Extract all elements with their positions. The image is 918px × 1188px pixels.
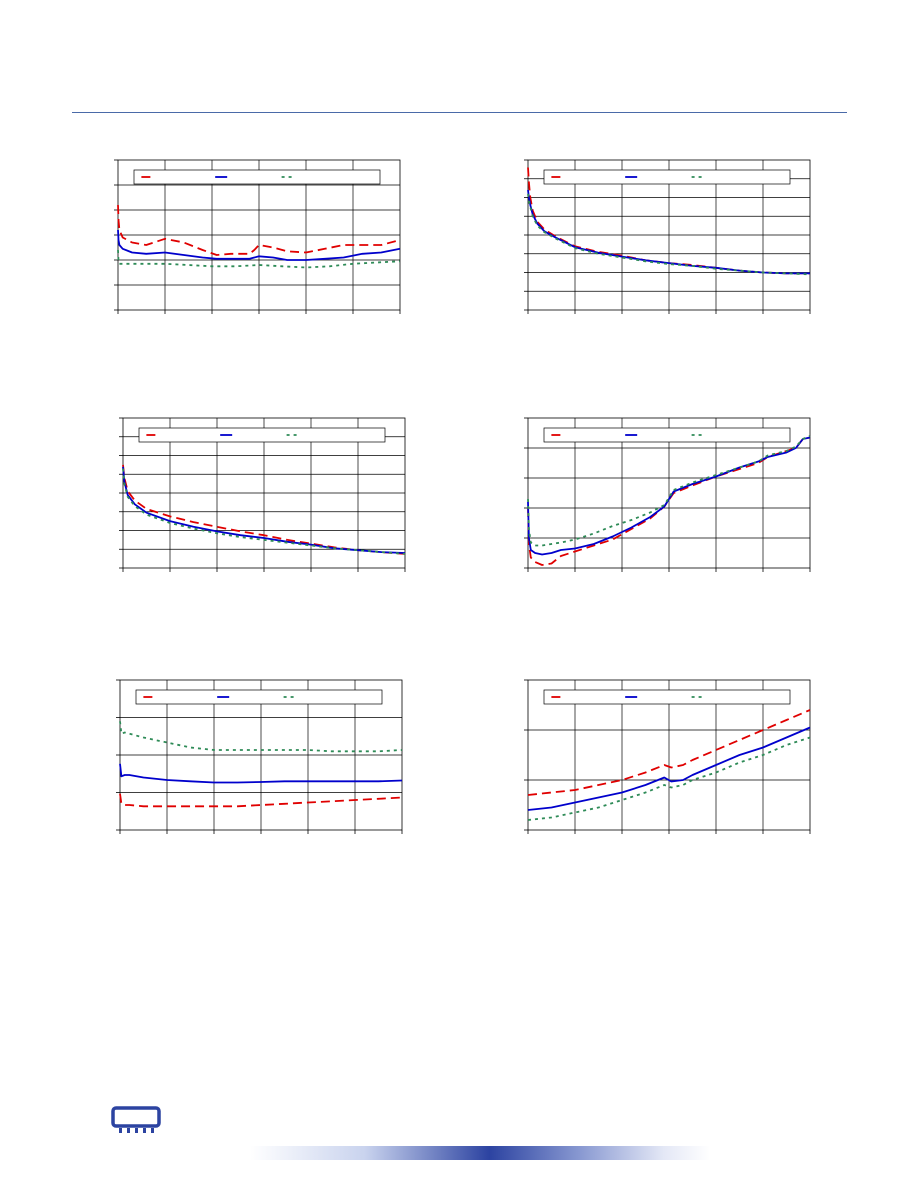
series-line-blue [122,466,406,554]
legend-box [135,689,383,705]
series-line-red [119,793,403,808]
legend-box [133,169,381,185]
series-line-red [117,204,401,256]
series-line-green [117,249,401,269]
legend-box [543,427,791,443]
chart-svg [119,417,406,572]
series-line-blue [527,726,811,811]
header-rule [72,112,847,113]
legend-box [543,689,791,705]
series-line-blue [527,436,811,556]
series-line-green [527,736,811,821]
series-line-red [527,709,811,796]
chart-4 [520,410,818,578]
legend-box [138,427,386,443]
chart-3 [115,410,413,578]
chart-5 [112,672,410,840]
chart-svg [114,159,401,314]
series-line-green [527,193,811,276]
series-line-green [527,435,811,547]
footer-gradient-bar [250,1146,710,1160]
chart-6 [520,672,818,840]
chart-svg [524,417,811,572]
chart-svg [524,679,811,834]
memory-chip-icon [111,1106,161,1134]
chart-1 [110,152,408,320]
chart-svg [524,159,811,314]
series-line-blue [119,763,403,784]
chart-svg [116,679,403,834]
legend-box [543,169,791,185]
chart-2 [520,152,818,320]
series-line-blue [117,229,401,261]
